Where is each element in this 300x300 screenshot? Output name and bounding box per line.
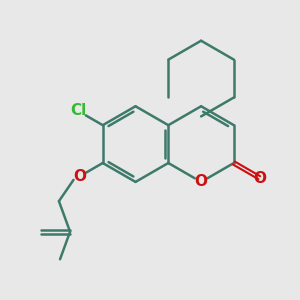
Text: O: O — [195, 174, 208, 189]
Text: O: O — [254, 171, 266, 186]
Text: O: O — [74, 169, 86, 184]
Text: Cl: Cl — [70, 103, 86, 118]
